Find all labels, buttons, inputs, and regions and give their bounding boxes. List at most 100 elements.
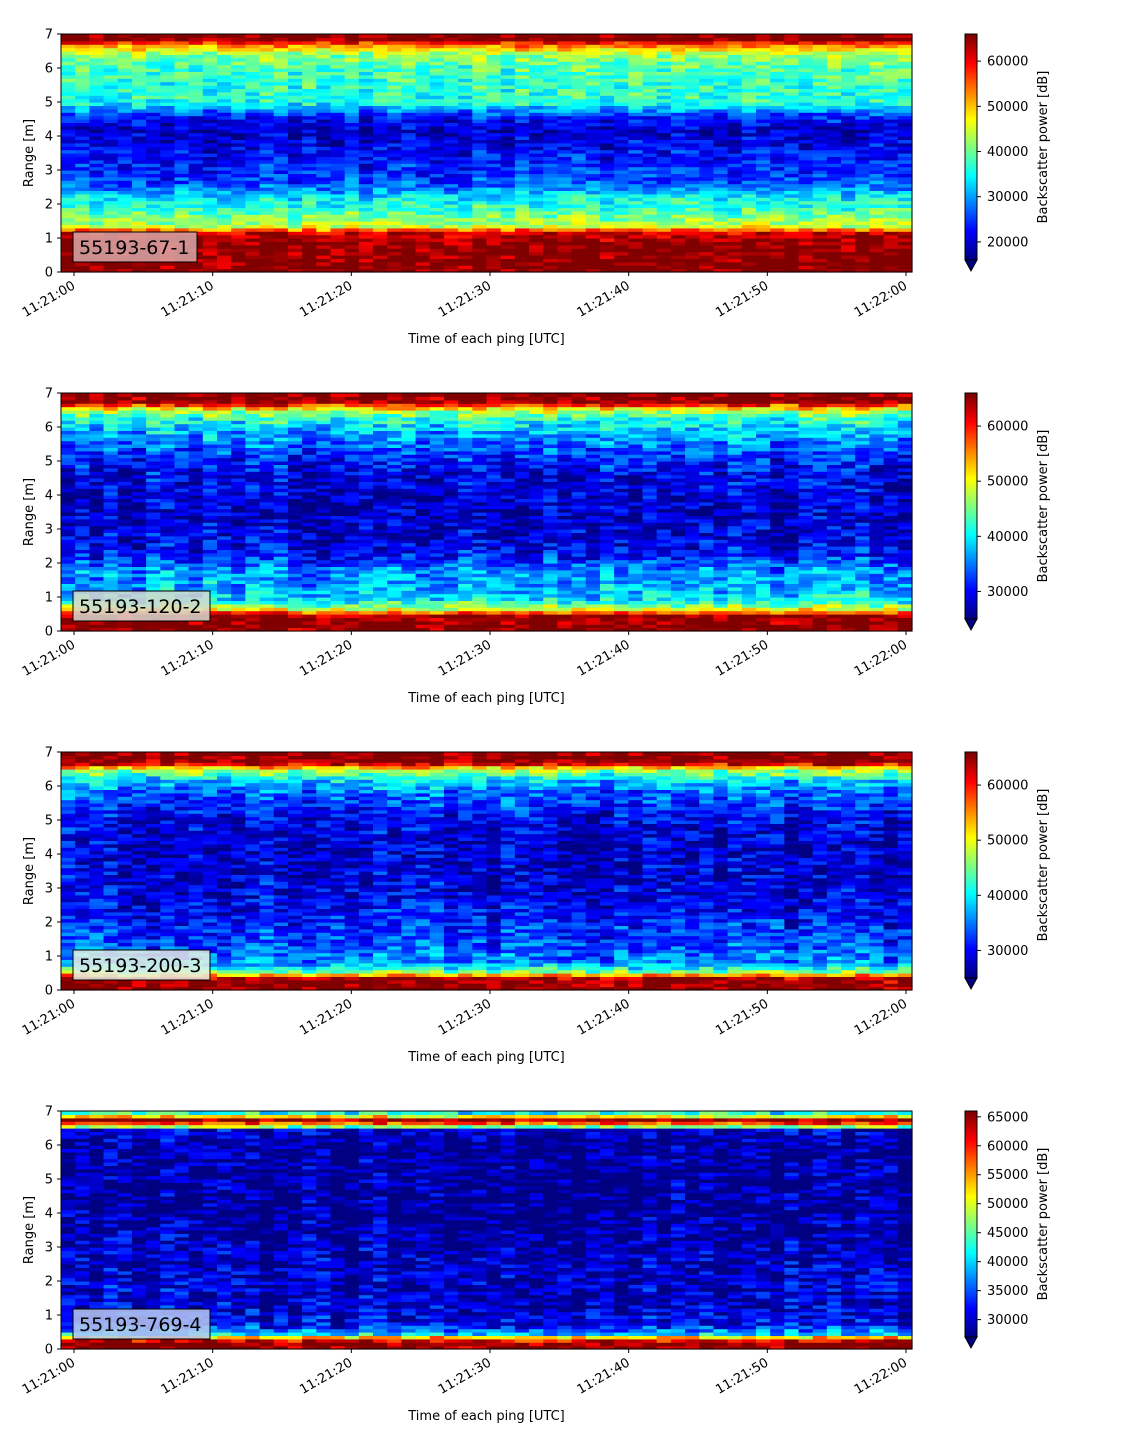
heatmap-cell <box>585 210 601 215</box>
heatmap-cell <box>103 268 119 273</box>
heatmap-cell <box>571 197 587 202</box>
heatmap-cell <box>401 180 417 185</box>
heatmap-cell <box>741 115 757 120</box>
heatmap-cell <box>458 251 473 256</box>
heatmap-cell <box>103 227 119 232</box>
heatmap-cell <box>217 244 232 249</box>
heatmap-cell <box>89 539 105 544</box>
heatmap-cell <box>75 423 90 428</box>
heatmap-cell <box>628 231 644 236</box>
heatmap-cell <box>826 108 842 113</box>
heatmap-cell <box>699 40 715 45</box>
heatmap-cell <box>61 139 76 144</box>
heatmap-cell <box>841 214 856 219</box>
heatmap-cell <box>642 224 658 229</box>
heatmap-cell <box>61 180 76 185</box>
heatmap-cell <box>302 57 317 62</box>
colorbar-step <box>965 54 977 58</box>
heatmap-cell <box>514 244 530 249</box>
heatmap-cell <box>358 251 374 256</box>
heatmap-cell <box>344 214 360 219</box>
heatmap-cell <box>685 142 700 147</box>
heatmap-cell <box>160 440 176 445</box>
heatmap-cell <box>812 159 828 164</box>
heatmap-cell <box>174 105 190 110</box>
heatmap-cell <box>869 200 885 205</box>
heatmap-cell <box>358 68 374 72</box>
heatmap-cell <box>344 221 360 225</box>
heatmap-cell <box>103 474 119 479</box>
heatmap-cell <box>472 132 488 137</box>
heatmap-cell <box>656 153 672 157</box>
heatmap-cell <box>146 427 161 431</box>
heatmap-cell <box>841 197 856 202</box>
heatmap-cell <box>727 44 743 49</box>
heatmap-cell <box>174 193 190 198</box>
heatmap-cell <box>188 64 204 69</box>
heatmap-cell <box>755 268 771 273</box>
heatmap-cell <box>670 156 686 161</box>
heatmap-cell <box>373 163 388 168</box>
heatmap-cell <box>344 200 360 205</box>
heatmap-cell <box>387 248 402 253</box>
heatmap-cell <box>316 190 332 195</box>
heatmap-cell <box>628 88 644 93</box>
colorbar-step <box>965 115 977 119</box>
heatmap-cell <box>571 231 587 236</box>
heatmap-cell <box>245 214 261 219</box>
heatmap-cell <box>770 183 785 188</box>
heatmap-cell <box>741 238 757 242</box>
heatmap-cell <box>897 71 913 76</box>
heatmap-cell <box>543 187 559 191</box>
heatmap-cell <box>812 146 828 151</box>
heatmap-cell <box>543 268 559 273</box>
heatmap-cell <box>628 132 644 137</box>
heatmap-cell <box>316 139 332 144</box>
heatmap-cell <box>344 153 360 157</box>
heatmap-cell <box>784 132 800 137</box>
colorbar-step <box>965 99 977 103</box>
heatmap-cell <box>131 627 147 632</box>
heatmap-cell <box>146 457 161 462</box>
heatmap-cell <box>231 122 246 127</box>
heatmap-cell <box>826 159 842 164</box>
heatmap-cell <box>174 146 190 151</box>
heatmap-cell <box>245 190 261 195</box>
heatmap-cell <box>330 258 346 263</box>
heatmap-cell <box>472 153 488 157</box>
heatmap-cell <box>599 142 615 147</box>
heatmap-cell <box>415 176 431 181</box>
heatmap-cell <box>259 183 275 188</box>
heatmap-cell <box>585 74 601 79</box>
colorbar-step <box>965 244 977 248</box>
heatmap-cell <box>103 265 119 270</box>
heatmap-cell <box>160 522 176 527</box>
heatmap-cell <box>727 258 743 263</box>
heatmap-cell <box>883 115 899 120</box>
heatmap-cell <box>160 433 176 438</box>
heatmap-cell <box>770 234 785 239</box>
heatmap-cell <box>472 95 488 100</box>
heatmap-cell <box>217 112 232 117</box>
heatmap-cell <box>188 224 204 229</box>
heatmap-cell <box>458 61 473 66</box>
heatmap-cell <box>273 173 289 178</box>
heatmap-cell <box>826 98 842 103</box>
heatmap-cell <box>103 569 119 574</box>
heatmap-cell <box>358 176 374 181</box>
heatmap-cell <box>103 217 119 222</box>
heatmap-cell <box>670 68 686 72</box>
heatmap-cell <box>670 183 686 188</box>
heatmap-cell <box>798 163 814 168</box>
heatmap-cell <box>812 91 828 96</box>
heatmap-cell <box>202 217 218 222</box>
heatmap-cell <box>89 454 105 459</box>
heatmap-cell <box>486 115 502 120</box>
heatmap-cell <box>642 214 658 219</box>
heatmap-cell <box>330 159 346 164</box>
heatmap-cell <box>160 583 176 588</box>
heatmap-cell <box>103 450 119 455</box>
heatmap-cell <box>146 437 161 442</box>
heatmap-cell <box>798 88 814 93</box>
heatmap-cell <box>287 51 303 55</box>
